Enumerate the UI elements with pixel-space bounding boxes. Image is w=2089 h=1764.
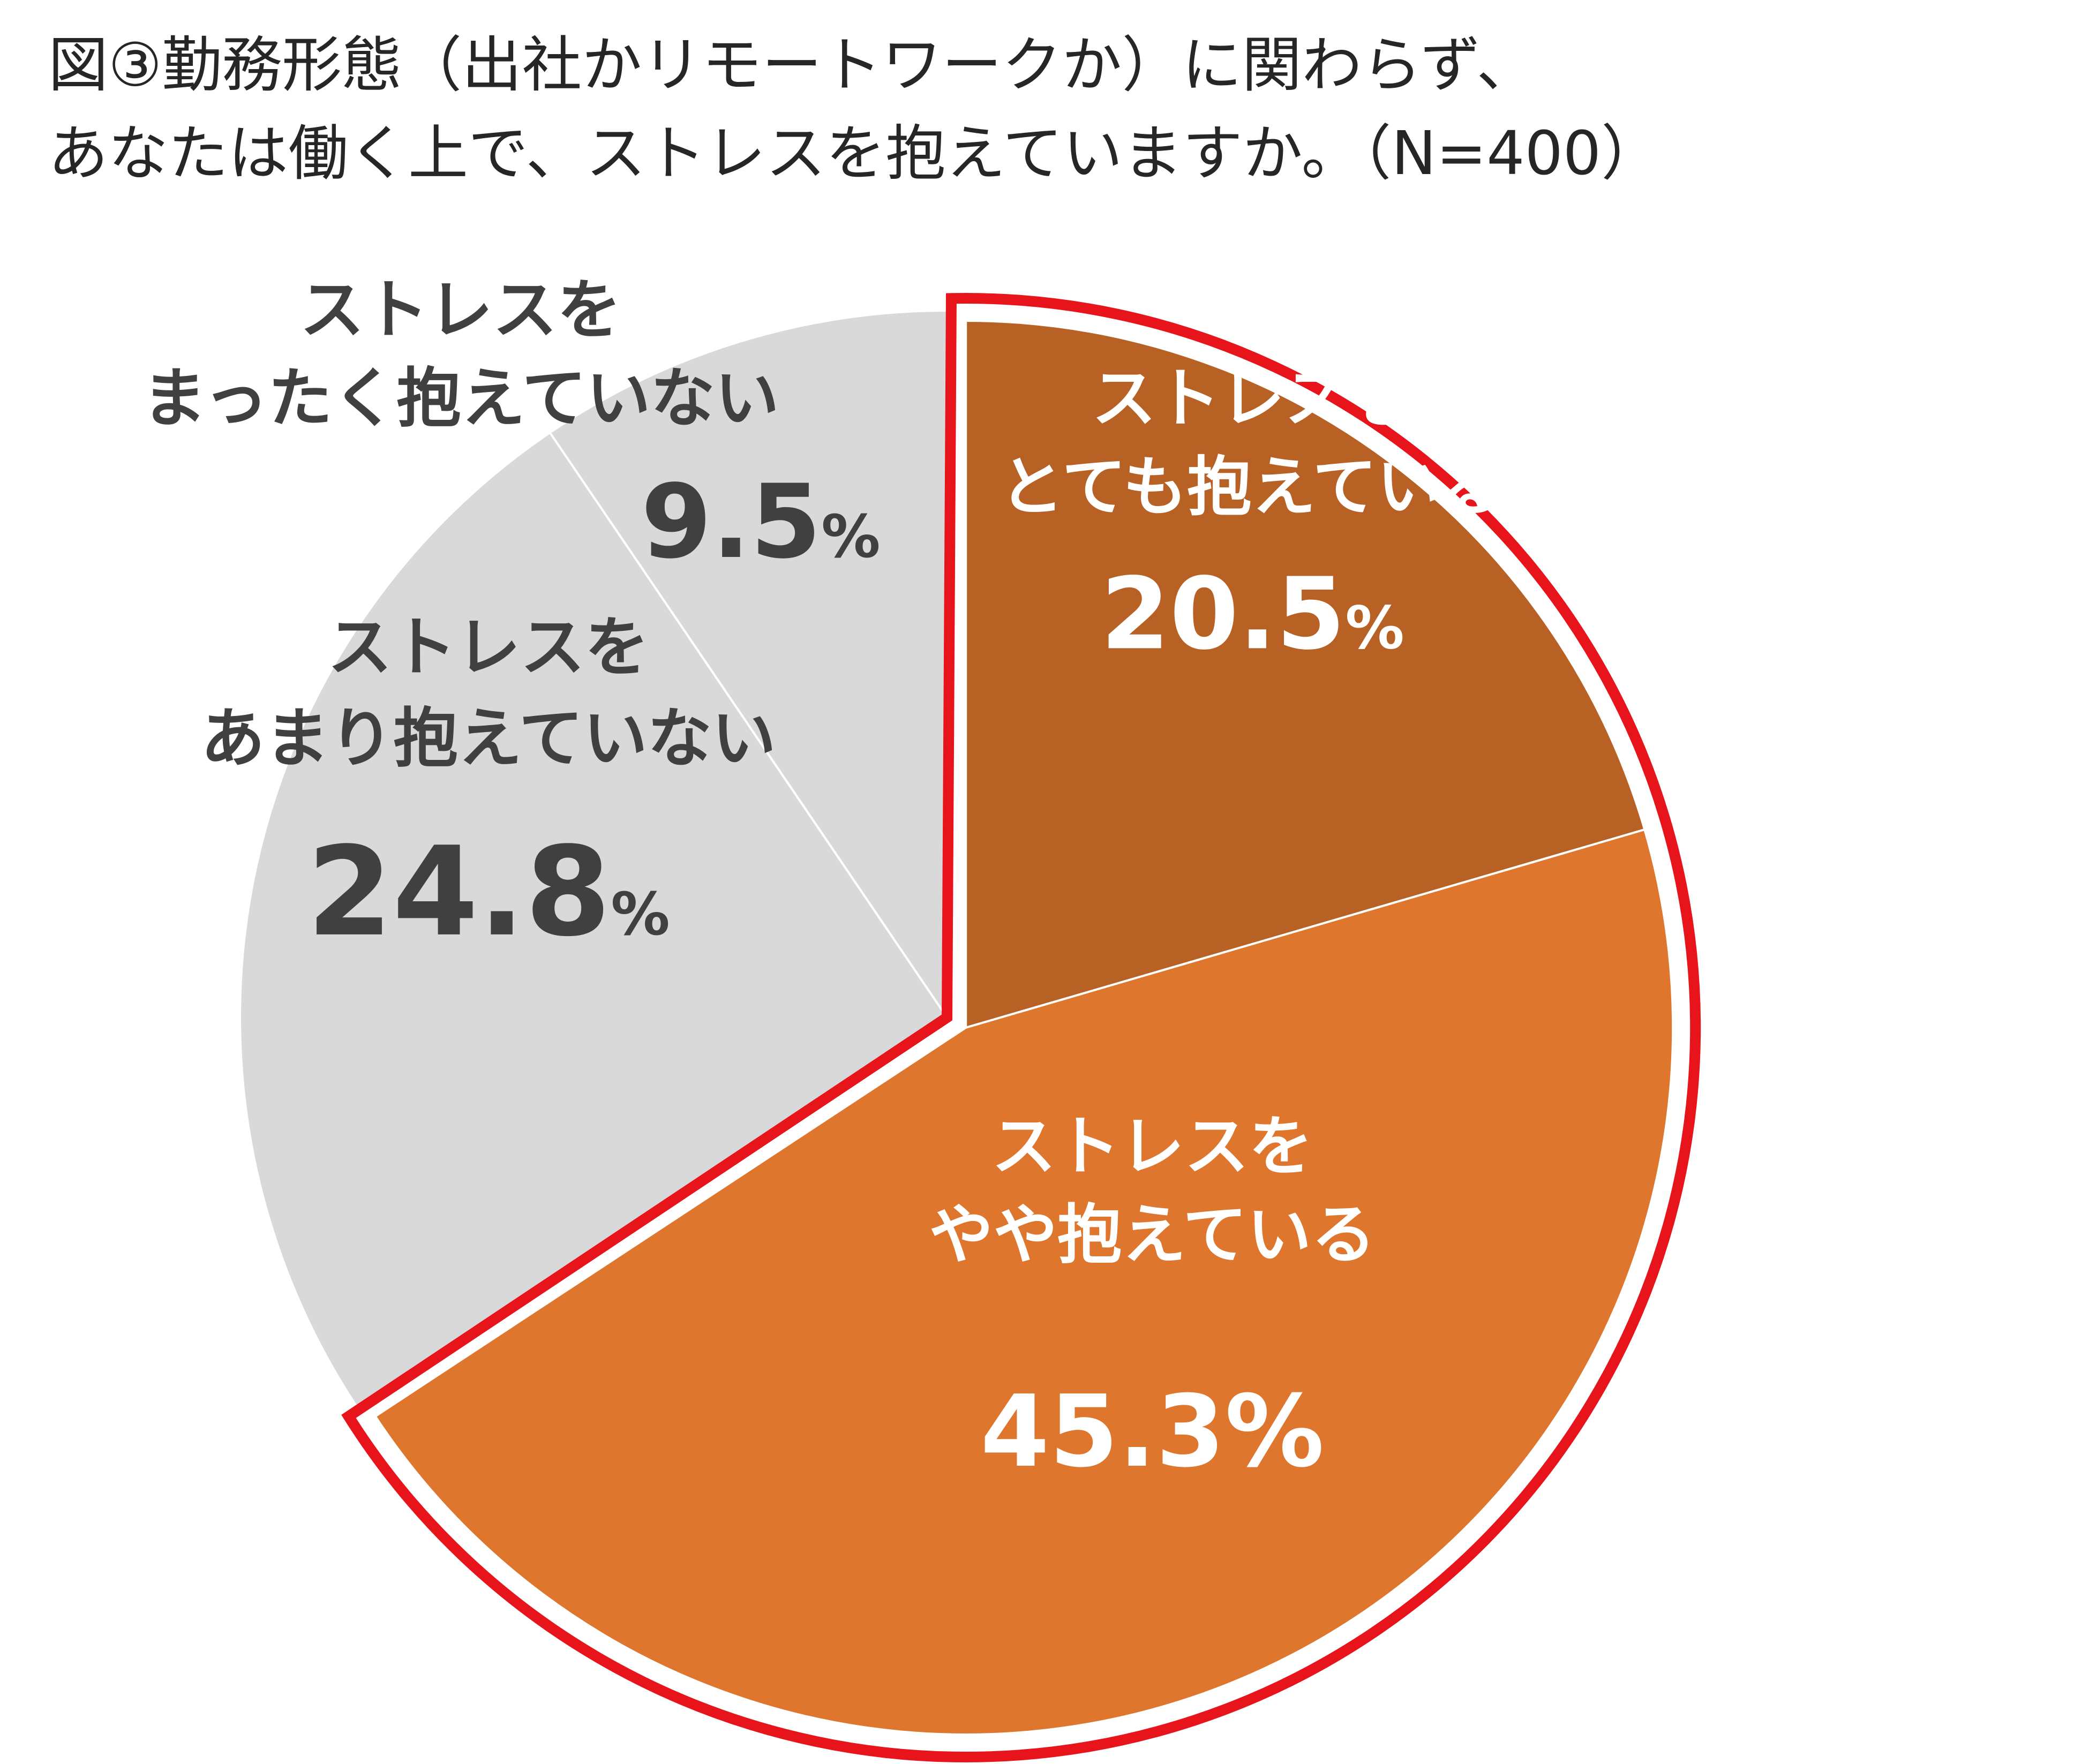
label-somewhat-stressed-value: 45.3% (980, 1374, 1324, 1489)
label-not-at-all-stressed-line-1: ストレスを (300, 273, 621, 348)
label-not-very-stressed-value-unit: % (611, 880, 670, 948)
slice-not-at-all-stressed (548, 309, 948, 1021)
label-not-at-all-stressed-value: 9.5% (641, 463, 881, 581)
slice-very-stressed (965, 319, 1646, 1029)
label-very-stressed-line-1: ストレスを (1092, 361, 1413, 436)
label-very-stressed-line-2: とても抱えている (1000, 450, 1505, 524)
highlight-outline (341, 292, 1701, 1762)
pie-slices (239, 309, 1674, 1736)
slice-not-very-stressed (239, 431, 949, 1408)
label-not-very-stressed-value: 24.8% (307, 821, 670, 964)
label-somewhat-stressed-line-2: やや抱えている (929, 1198, 1376, 1272)
slice-somewhat-stressed (373, 828, 1674, 1736)
chart-title-line-2: あなたは働く上で、ストレスを抱えていますか。（N=400） (48, 119, 1662, 189)
highlight-border (341, 292, 1701, 1762)
chart-title-line-1: 図③勤務形態（出社かリモートワークか）に関わらず、 (48, 31, 1537, 100)
label-somewhat-stressed-line-1: ストレスを (991, 1110, 1313, 1184)
label-very-stressed-value-number: 20.5 (1101, 556, 1345, 672)
label-somewhat-stressed-value-unit: % (1225, 1374, 1324, 1489)
label-very-stressed-value: 20.5% (1101, 556, 1404, 672)
label-not-at-all-stressed-value-number: 9.5 (641, 463, 822, 581)
label-not-very-stressed-line-1: ストレスを (328, 610, 649, 685)
chart-title: 図③勤務形態（出社かリモートワークか）に関わらず、 あなたは働く上で、ストレスを… (48, 21, 2030, 198)
slice-labels: ストレスをとても抱えている20.5%ストレスをやや抱えている45.3%ストレスを… (142, 273, 1505, 1489)
label-not-very-stressed-value-number: 24.8 (307, 821, 611, 964)
label-not-very-stressed-line-2: あまり抱えていない (201, 702, 776, 776)
label-somewhat-stressed-value-number: 45.3 (980, 1374, 1224, 1489)
label-not-at-all-stressed-line-2: まったく抱えていない (142, 361, 779, 436)
label-not-at-all-stressed-value-unit: % (821, 502, 880, 571)
label-very-stressed-value-unit: % (1345, 593, 1404, 662)
